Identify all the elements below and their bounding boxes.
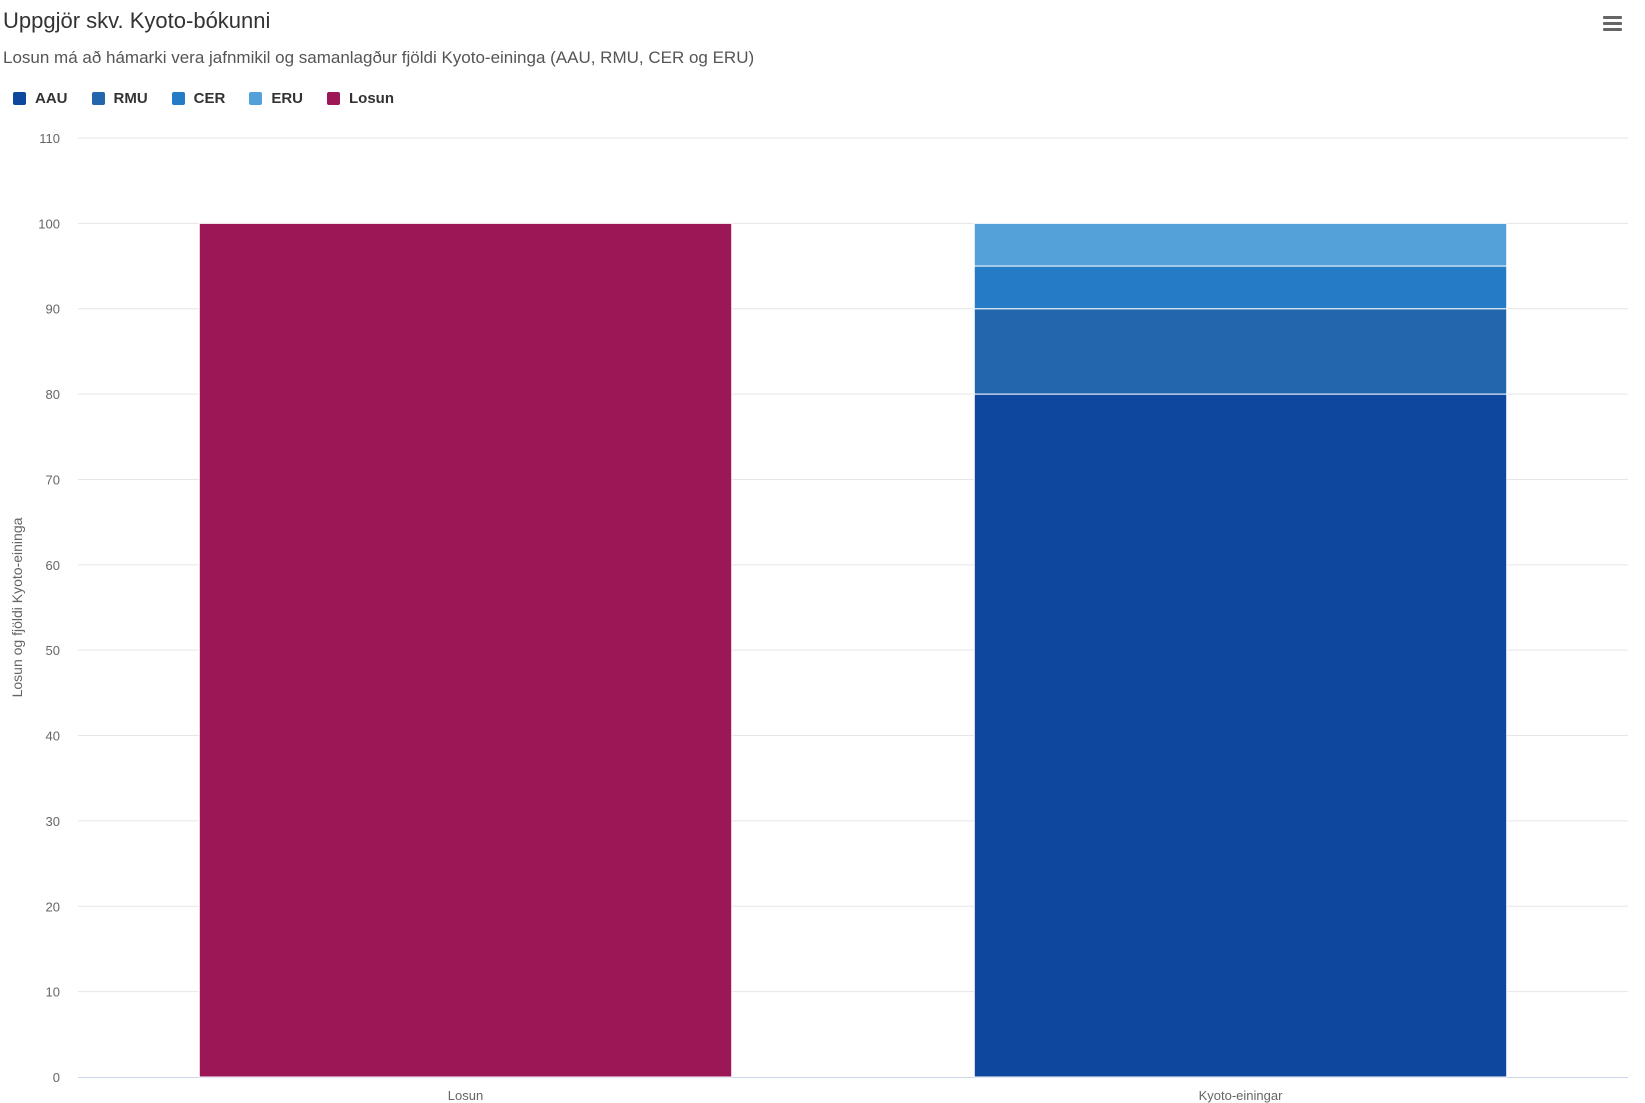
y-tick-label: 50 (46, 643, 60, 658)
bar-aau-1[interactable] (973, 393, 1508, 1078)
legend-item-cer[interactable]: CER (171, 90, 226, 107)
legend-swatch (249, 92, 263, 105)
y-tick-label: 80 (46, 387, 60, 402)
bar-cer-1[interactable] (973, 265, 1508, 310)
hamburger-menu-icon[interactable] (1598, 10, 1626, 36)
menu-bar (1602, 15, 1622, 19)
legend-label: Losun (349, 90, 395, 107)
legend-swatch (91, 92, 105, 105)
y-tick-label: 40 (46, 729, 60, 744)
legend-swatch (171, 92, 185, 105)
y-tick-label: 110 (39, 131, 60, 146)
y-tick-label: 30 (46, 814, 60, 829)
legend-item-rmu[interactable]: RMU (91, 90, 148, 107)
bar-losun-0[interactable] (198, 222, 733, 1078)
y-tick-label: 100 (38, 216, 60, 231)
legend-swatch (327, 92, 341, 105)
legend-label: ERU (271, 90, 304, 107)
x-category-label: Losun (448, 1088, 483, 1103)
chart-subtitle: Losun má að hámarki vera jafnmikil og sa… (3, 48, 755, 67)
y-axis-title: Losun og fjöldi Kyoto-eininga (9, 517, 25, 697)
legend-item-losun[interactable]: Losun (327, 90, 394, 107)
legend: AAU RMU CER ERU Losun (13, 90, 418, 107)
legend-swatch (13, 92, 26, 105)
legend-label: CER (193, 90, 226, 107)
x-category-label: Kyoto-einingar (1199, 1088, 1283, 1103)
legend-item-aau[interactable]: AAU (13, 90, 68, 107)
y-tick-label: 10 (46, 985, 60, 1000)
legend-label: RMU (113, 90, 148, 107)
y-tick-label: 20 (46, 899, 60, 914)
legend-label: AAU (35, 90, 68, 107)
y-tick-label: 0 (53, 1070, 60, 1085)
y-tick-label: 90 (46, 302, 60, 317)
y-tick-label: 70 (46, 472, 60, 487)
bar-rmu-1[interactable] (973, 308, 1508, 395)
menu-bar (1602, 21, 1622, 25)
menu-bar (1602, 27, 1622, 31)
chart-title: Uppgjör skv. Kyoto-bókunni (3, 8, 271, 33)
y-tick-label: 60 (46, 558, 60, 573)
legend-item-eru[interactable]: ERU (249, 90, 303, 107)
bar-eru-1[interactable] (973, 222, 1508, 267)
